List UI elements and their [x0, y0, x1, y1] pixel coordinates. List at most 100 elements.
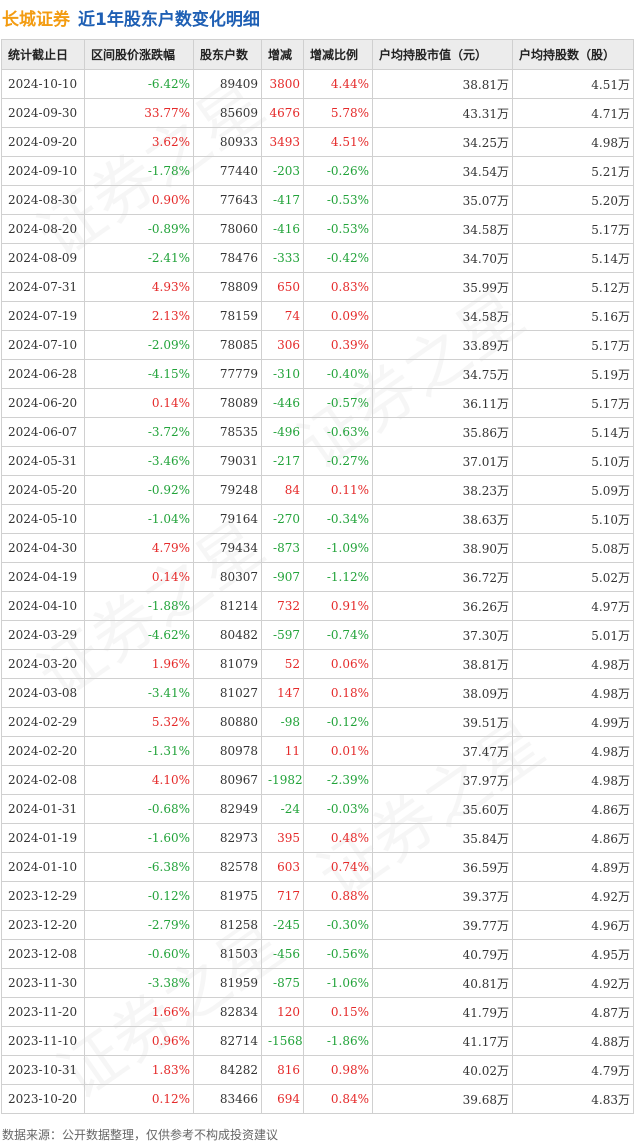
price-change-cell: 1.83% — [84, 1055, 194, 1085]
holders-cell: 89409 — [193, 69, 262, 99]
price-change-cell: -1.60% — [84, 823, 194, 853]
table-row: 2024-02-29 5.32% 80880 -98 -0.12% 39.51万 4.99万 — [1, 707, 634, 737]
holders-cell: 82834 — [193, 997, 262, 1027]
change-cell: 11 — [261, 736, 304, 766]
change-cell: -217 — [261, 446, 304, 476]
date-cell: 2023-11-30 — [1, 968, 85, 998]
table-row: 2024-06-20 0.14% 78089 -446 -0.57% 36.11万 5.17… — [1, 388, 634, 418]
change-ratio-cell: -1.86% — [303, 1026, 373, 1056]
date-cell: 2024-05-20 — [1, 475, 85, 505]
avg-value-cell: 37.97万 — [372, 765, 513, 795]
avg-value-cell: 36.26万 — [372, 591, 513, 621]
avg-value-cell: 40.02万 — [372, 1055, 513, 1085]
date-cell: 2024-01-19 — [1, 823, 85, 853]
change-ratio-cell: 0.98% — [303, 1055, 373, 1085]
change-ratio-cell: 0.09% — [303, 301, 373, 331]
price-change-cell: -3.38% — [84, 968, 194, 998]
change-cell: -270 — [261, 504, 304, 534]
change-cell: -24 — [261, 794, 304, 824]
table-row: 2024-04-19 0.14% 80307 -907 -1.12% 36.72万 5.02… — [1, 562, 634, 592]
title-bar: 长城证券 近1年股东户数变化明细 — [0, 0, 634, 34]
change-ratio-cell: -0.40% — [303, 359, 373, 389]
avg-value-cell: 43.31万 — [372, 98, 513, 128]
avg-value-cell: 35.60万 — [372, 794, 513, 824]
avg-value-cell: 34.54万 — [372, 156, 513, 186]
date-cell: 2024-10-10 — [1, 69, 85, 99]
avg-shares-cell: 5.12万 — [512, 272, 634, 302]
price-change-cell: -3.46% — [84, 446, 194, 476]
holders-cell: 80307 — [193, 562, 262, 592]
change-cell: -496 — [261, 417, 304, 447]
change-cell: -1568 — [261, 1026, 304, 1056]
price-change-cell: -2.09% — [84, 330, 194, 360]
change-cell: 84 — [261, 475, 304, 505]
avg-value-cell: 38.23万 — [372, 475, 513, 505]
stock-name: 长城证券 — [2, 9, 70, 30]
table-row: 2024-08-30 0.90% 77643 -417 -0.53% 35.07万 5.20… — [1, 185, 634, 215]
holders-cell: 80933 — [193, 127, 262, 157]
holders-cell: 77643 — [193, 185, 262, 215]
avg-value-cell: 34.70万 — [372, 243, 513, 273]
avg-shares-cell: 5.09万 — [512, 475, 634, 505]
holders-cell: 78159 — [193, 301, 262, 331]
avg-shares-cell: 5.08万 — [512, 533, 634, 563]
avg-value-cell: 37.01万 — [372, 446, 513, 476]
date-cell: 2024-08-20 — [1, 214, 85, 244]
holders-cell: 85609 — [193, 98, 262, 128]
change-cell: 816 — [261, 1055, 304, 1085]
change-ratio-cell: -0.30% — [303, 910, 373, 940]
date-cell: 2023-12-08 — [1, 939, 85, 969]
date-cell: 2024-08-09 — [1, 243, 85, 273]
change-cell: -203 — [261, 156, 304, 186]
price-change-cell: -0.89% — [84, 214, 194, 244]
price-change-cell: 0.14% — [84, 562, 194, 592]
change-ratio-cell: -0.56% — [303, 939, 373, 969]
holders-cell: 79248 — [193, 475, 262, 505]
date-cell: 2024-09-20 — [1, 127, 85, 157]
date-cell: 2024-06-20 — [1, 388, 85, 418]
avg-value-cell: 35.84万 — [372, 823, 513, 853]
table-row: 2024-07-19 2.13% 78159 74 0.09% 34.58万 5.16万 — [1, 301, 634, 331]
price-change-cell: -0.60% — [84, 939, 194, 969]
table-row: 2024-10-10 -6.42% 89409 3800 4.44% 38.81万 4.51… — [1, 69, 634, 99]
avg-value-cell: 35.86万 — [372, 417, 513, 447]
avg-shares-cell: 5.17万 — [512, 214, 634, 244]
date-cell: 2024-05-31 — [1, 446, 85, 476]
price-change-cell: 5.32% — [84, 707, 194, 737]
table-row: 2023-11-20 1.66% 82834 120 0.15% 41.79万 4.87万 — [1, 997, 634, 1027]
holders-cell: 80978 — [193, 736, 262, 766]
price-change-cell: 4.10% — [84, 765, 194, 795]
holders-cell: 82714 — [193, 1026, 262, 1056]
change-cell: 147 — [261, 678, 304, 708]
change-cell: -873 — [261, 533, 304, 563]
table-row: 2024-09-10 -1.78% 77440 -203 -0.26% 34.54万 5.2… — [1, 156, 634, 186]
avg-shares-cell: 5.01万 — [512, 620, 634, 650]
price-change-cell: -1.31% — [84, 736, 194, 766]
avg-value-cell: 34.58万 — [372, 301, 513, 331]
date-cell: 2024-02-29 — [1, 707, 85, 737]
price-change-cell: -1.88% — [84, 591, 194, 621]
holders-cell: 80482 — [193, 620, 262, 650]
price-change-cell: -6.38% — [84, 852, 194, 882]
change-cell: 603 — [261, 852, 304, 882]
holders-cell: 78089 — [193, 388, 262, 418]
change-cell: 694 — [261, 1084, 304, 1114]
change-ratio-cell: -0.53% — [303, 185, 373, 215]
change-ratio-cell: -0.74% — [303, 620, 373, 650]
holders-cell: 77779 — [193, 359, 262, 389]
avg-shares-cell: 4.83万 — [512, 1084, 634, 1114]
price-change-cell: 4.93% — [84, 272, 194, 302]
price-change-cell: -3.72% — [84, 417, 194, 447]
price-change-cell: -1.04% — [84, 504, 194, 534]
avg-value-cell: 37.30万 — [372, 620, 513, 650]
change-cell: 717 — [261, 881, 304, 911]
change-cell: -907 — [261, 562, 304, 592]
date-cell: 2024-03-08 — [1, 678, 85, 708]
change-ratio-cell: 4.51% — [303, 127, 373, 157]
avg-value-cell: 37.47万 — [372, 736, 513, 766]
change-cell: -333 — [261, 243, 304, 273]
table-row: 2024-09-30 33.77% 85609 4676 5.78% 43.31万 4.71… — [1, 98, 634, 128]
date-cell: 2024-06-28 — [1, 359, 85, 389]
change-cell: 306 — [261, 330, 304, 360]
price-change-cell: -0.12% — [84, 881, 194, 911]
